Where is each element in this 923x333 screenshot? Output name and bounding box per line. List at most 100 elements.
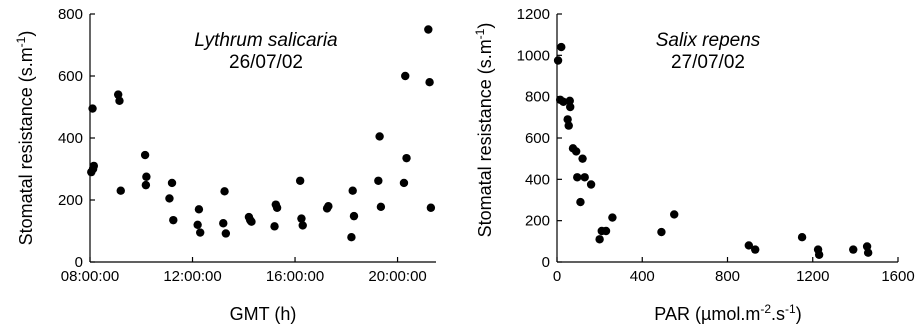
left-x-tick-label: 16:00:00	[266, 268, 324, 285]
left-data-point	[424, 25, 433, 34]
right-data-point	[863, 248, 873, 257]
right-data-point	[862, 242, 872, 251]
left-y-tick-label: 0	[75, 254, 83, 271]
right-data-point	[601, 226, 611, 236]
left-data-point	[298, 221, 307, 230]
right-data-point	[573, 173, 582, 182]
right-data-point	[563, 115, 572, 124]
left-chart: 0 200 400 600 800 08:00:00 12:00:00 16:00:00 20:…	[14, 6, 436, 324]
right-data-point	[564, 121, 573, 130]
left-data-point	[141, 180, 151, 190]
right-y-tick-label: 200	[525, 213, 550, 230]
left-data-point	[399, 178, 409, 188]
left-data-point	[347, 233, 356, 242]
right-chart-subtitle: 27/07/02	[671, 52, 745, 73]
left-data-point	[193, 220, 202, 229]
left-y-tick-label: 200	[58, 192, 83, 209]
right-x-axis-label-sup1: -2	[760, 302, 771, 316]
right-data-point	[553, 56, 563, 65]
left-chart-subtitle: 26/07/02	[229, 52, 303, 73]
left-data-point	[221, 229, 231, 238]
left-data-point	[169, 215, 178, 225]
right-data-point	[559, 97, 568, 107]
left-y-tick-label: 400	[58, 130, 83, 147]
right-chart-title: Salix repens	[656, 30, 761, 51]
left-data-point	[87, 167, 96, 177]
right-y-tick-label: 800	[525, 89, 550, 106]
right-chart: 0 200 400 600 800 1000 1200 0 400 800 1200 1600 Sal…	[473, 6, 915, 324]
left-data-point	[140, 150, 150, 160]
right-y-tick-label: 1200	[517, 6, 550, 23]
right-data-point	[814, 250, 824, 259]
right-x-tick-label: 0	[553, 268, 561, 285]
right-x-axis-label-end: )	[796, 304, 802, 324]
right-data-point	[744, 241, 754, 250]
right-data-point	[576, 197, 585, 207]
right-data-point	[566, 102, 575, 112]
right-x-tick-label: 1600	[881, 268, 914, 285]
left-x-tick-label: 08:00:00	[61, 268, 119, 285]
left-data-point	[349, 211, 359, 221]
left-data-point	[402, 153, 411, 163]
right-data-point	[580, 173, 589, 182]
left-data-point	[322, 204, 332, 213]
right-plot-area: 0 200 400 600 800 1000 1200 0 400 800 1200 1600	[517, 6, 915, 285]
left-data-point	[375, 132, 384, 141]
left-x-tick-label: 12:00:00	[163, 268, 221, 285]
right-y-axis-label-sup: -1	[473, 28, 487, 39]
left-chart-title: Lythrum salicaria	[194, 30, 337, 51]
right-y-axis-label: Stomatal resistance (s.m-1)	[473, 23, 495, 238]
right-x-tick-label: 400	[630, 268, 655, 285]
left-data-point	[297, 214, 306, 223]
left-data-point	[165, 194, 174, 203]
left-data-point	[272, 203, 282, 212]
right-y-tick-label: 0	[542, 254, 550, 271]
right-x-axis-label-main: PAR (µmol.m	[654, 304, 760, 324]
left-data-point	[425, 78, 434, 87]
right-x-tick-label: 800	[715, 268, 740, 285]
left-data-point	[401, 71, 410, 81]
left-data-point	[219, 219, 228, 228]
left-data-point	[374, 176, 383, 185]
left-y-tick-label: 600	[58, 68, 83, 85]
left-data-point	[376, 202, 386, 212]
left-data-point	[348, 186, 357, 195]
right-y-tick-label: 600	[525, 130, 550, 147]
right-data-point	[586, 180, 596, 189]
right-x-axis-label-sup2: -1	[785, 302, 796, 316]
right-data-point	[670, 210, 679, 219]
left-y-axis-label-sup: -1	[14, 36, 28, 47]
left-data-point	[247, 217, 256, 226]
right-data-point	[751, 245, 760, 254]
right-y-tick-label: 1000	[517, 47, 550, 64]
left-data-point	[116, 186, 125, 195]
right-data-point	[657, 227, 666, 237]
left-y-tick-label: 800	[58, 6, 83, 23]
right-y-axis-label-end: )	[475, 23, 495, 29]
left-x-axis-label: GMT (h)	[230, 304, 297, 324]
left-data-point	[167, 178, 177, 188]
left-data-point	[196, 228, 205, 237]
right-data-point	[557, 42, 566, 52]
right-data-point	[797, 233, 807, 242]
left-data-point	[426, 203, 436, 212]
left-y-axis-label: Stomatal resistance (s.m-1)	[14, 31, 36, 246]
left-data-point	[270, 222, 279, 231]
left-y-axis-label-main: Stomatal resistance (s.m	[16, 47, 36, 245]
right-data-point	[571, 147, 581, 156]
right-y-tick-label: 400	[525, 171, 550, 188]
right-data-point	[565, 96, 574, 106]
left-data-point	[220, 187, 229, 196]
left-data-point	[115, 96, 124, 106]
left-data-point	[88, 104, 97, 113]
right-y-axis-label-main: Stomatal resistance (s.m	[475, 39, 495, 237]
right-data-point	[578, 154, 587, 163]
right-x-axis-label-mid: .s	[771, 304, 785, 324]
left-y-axis-label-end: )	[16, 31, 36, 37]
left-x-tick-label: 20:00:00	[368, 268, 426, 285]
right-data-point	[849, 245, 858, 254]
left-data-point	[142, 172, 151, 181]
right-data-point	[595, 235, 604, 244]
right-data-point	[608, 213, 617, 222]
